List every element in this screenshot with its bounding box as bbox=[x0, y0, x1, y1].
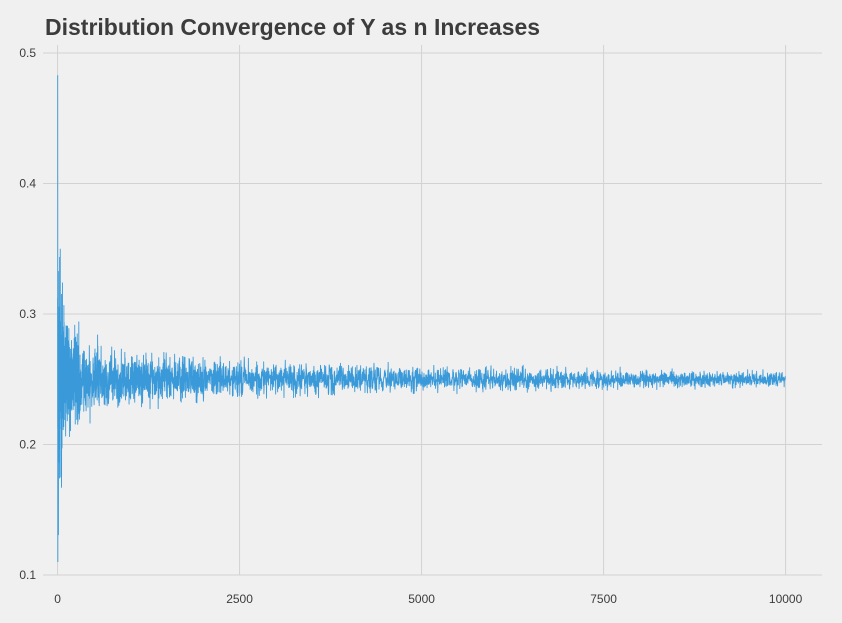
x-tick-label: 10000 bbox=[769, 592, 803, 606]
x-tick-label: 0 bbox=[54, 592, 61, 606]
y-tick-label: 0.1 bbox=[19, 568, 36, 582]
y-tick-label: 0.4 bbox=[19, 177, 36, 191]
y-tick-label: 0.3 bbox=[19, 307, 36, 321]
x-tick-label: 2500 bbox=[226, 592, 253, 606]
series-layer bbox=[57, 75, 786, 562]
x-tick-label: 5000 bbox=[408, 592, 435, 606]
y-tick-label: 0.5 bbox=[19, 46, 36, 60]
y-tick-label: 0.2 bbox=[19, 438, 36, 452]
chart-title: Distribution Convergence of Y as n Incre… bbox=[45, 14, 541, 40]
grid-layer bbox=[43, 45, 822, 576]
x-tick-label: 7500 bbox=[590, 592, 617, 606]
series-line bbox=[57, 75, 786, 562]
axis-layer: 0.1 0.2 0.3 0.4 0.5 0 2500 5000 7500 10000 bbox=[19, 46, 802, 606]
